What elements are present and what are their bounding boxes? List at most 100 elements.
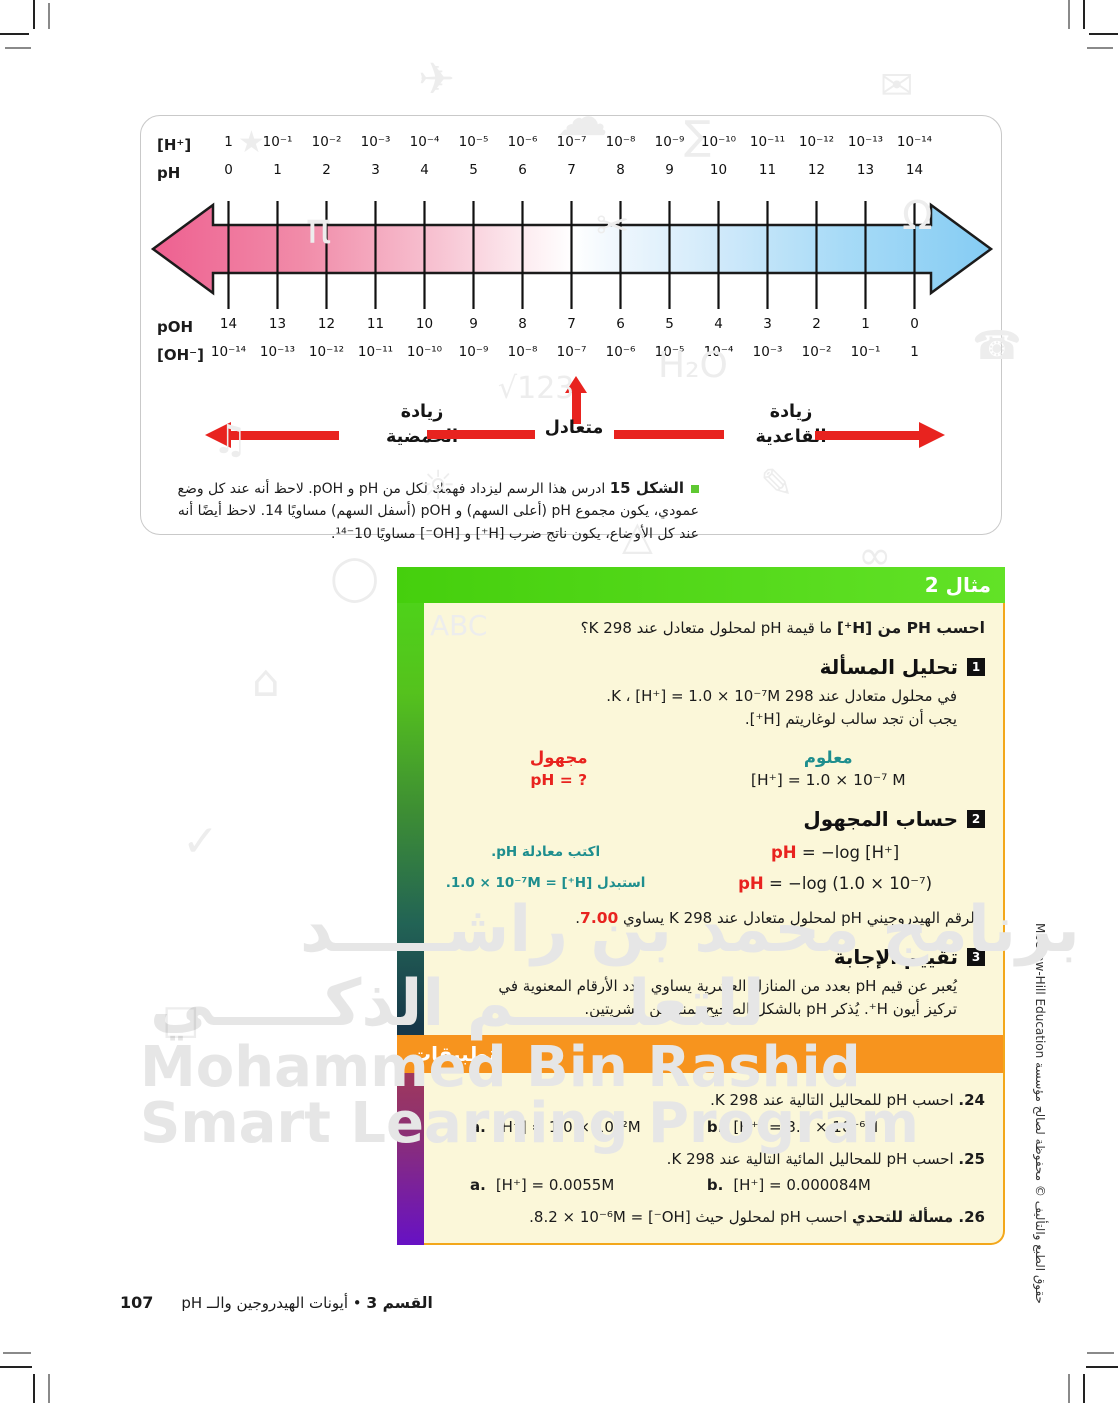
h-concentration-value-5: 10⁻⁵ <box>458 134 489 150</box>
increasing-basicity-label: زيادة القاعدية <box>755 402 827 448</box>
oh-concentration-value-12: 10⁻² <box>801 344 832 360</box>
problem-26-number: 26. <box>958 1208 985 1226</box>
neutral-label: متعادل <box>544 418 604 438</box>
copyright-vertical-text: حقوق الطبع والتأليف © محفوظة لصالح مؤسسة… <box>1033 923 1047 1304</box>
problem-25a: a. [H⁺] = 0.0055M <box>470 1176 615 1194</box>
problem-statement-bold: احسب PH من [H⁺] <box>836 619 985 637</box>
h-concentration-values: 1 10⁻¹ 10⁻² 10⁻³ 10⁻⁴ 10⁻⁵ 10⁻⁶ 10⁻⁷ 10⁻⁸ 10⁻⁹ 10⁻… <box>204 134 1001 150</box>
oh-concentration-value-6: 10⁻⁸ <box>507 344 538 360</box>
increasing-basicity-arrow <box>815 422 945 448</box>
left-arrowhead-icon <box>205 422 231 448</box>
applications-banner: تطبيقات <box>397 1035 1003 1073</box>
poh-value-4: 10 <box>415 316 434 332</box>
step-1-number-badge: 1 <box>967 658 985 676</box>
known-label: معلوم <box>803 747 853 767</box>
direction-arrows-row: زيادة الحمضية متعادل زيادة القاعدية <box>141 374 1001 466</box>
result-line: الرقم الهيدروجيني pH لمحلول متعادل عند 2… <box>575 908 979 927</box>
unknown-cell: مجهول pH = ? <box>424 748 694 789</box>
ph-value-1: 1 <box>273 162 282 178</box>
poh-row-label: pOH <box>157 318 194 336</box>
h-concentration-value-11: 10⁻¹¹ <box>749 134 786 150</box>
oh-concentration-value-2: 10⁻¹² <box>308 344 345 360</box>
doodle-icon-14: ◯ <box>330 552 380 603</box>
poh-value-7: 7 <box>567 316 576 332</box>
up-arrowhead-icon <box>565 376 587 393</box>
doodle-icon-20: □ <box>162 997 200 1043</box>
applications-problems: 24. احسب pH للمحاليل التالية عند 298 K. … <box>424 1073 1003 1243</box>
h-concentration-value-9: 10⁻⁹ <box>654 134 685 150</box>
increasing-acidity-arrow <box>205 422 339 448</box>
oh-concentration-value-8: 10⁻⁶ <box>605 344 636 360</box>
arrow-shaft <box>231 430 339 440</box>
ph-value-3: 3 <box>371 162 380 178</box>
doodle-icon-19: ✓ <box>182 816 219 867</box>
equation-row-1: اكتب معادلة pH. pH = −log [H⁺] <box>424 831 1003 862</box>
h-concentration-value-2: 10⁻² <box>311 134 342 150</box>
problem-24b: b. [H⁺] = 3.0 × 10⁻⁶M <box>706 1117 879 1136</box>
oh-concentration-value-7: 10⁻⁷ <box>556 344 587 360</box>
figure-caption-title: الشكل 15 <box>609 479 684 497</box>
poh-value-9: 5 <box>665 316 674 332</box>
example-2-box: مثال 2 احسب PH من [H⁺] ما قيمة pH لمحلول… <box>397 567 1005 1245</box>
poh-values: 14 13 12 11 10 9 8 7 6 5 4 3 2 1 0 <box>204 316 1001 332</box>
step-3-title: تقييم الإجابة <box>833 944 958 969</box>
ph-gradient-arrow <box>150 201 994 309</box>
unknown-label: مجهول <box>529 747 588 767</box>
problem-25-parts: a. [H⁺] = 0.0055M b. [H⁺] = 0.000084M <box>438 1170 985 1202</box>
oh-concentration-value-1: 10⁻¹³ <box>259 344 296 360</box>
step-1-text: في محلول متعادل عند 298 K ، [H⁺] = 1.0 ×… <box>606 687 957 729</box>
example-content: احسب PH من [H⁺] ما قيمة pH لمحلول متعادل… <box>397 603 1005 1245</box>
equation-row-2: استبدل [H⁺] = 1.0 × 10⁻⁷M. pH = −log (1.… <box>424 862 1003 893</box>
right-arrowhead-icon <box>919 422 945 448</box>
ph-value-6: 6 <box>518 162 527 178</box>
gradient-strip <box>397 603 424 1245</box>
arrow-shaft <box>614 430 724 439</box>
oh-concentration-row: [OH⁻] 10⁻¹⁴ 10⁻¹³ 10⁻¹² 10⁻¹¹ 10⁻¹⁰ 10⁻⁹ 10⁻⁸ 1… <box>141 344 1001 370</box>
oh-concentration-value-0: 10⁻¹⁴ <box>210 344 247 360</box>
oh-concentration-value-5: 10⁻⁹ <box>458 344 489 360</box>
arrow-shaft <box>427 430 535 439</box>
oh-concentration-value-3: 10⁻¹¹ <box>357 344 394 360</box>
known-value: [H⁺] = 1.0 × 10⁻⁷ M <box>750 770 906 789</box>
oh-concentration-value-4: 10⁻¹⁰ <box>406 344 443 360</box>
poh-value-1: 13 <box>268 316 287 332</box>
h-concentration-value-0: 1 <box>224 134 233 150</box>
h-concentration-value-10: 10⁻¹⁰ <box>700 134 737 150</box>
ph-scale-figure: [H⁺] 1 10⁻¹ 10⁻² 10⁻³ 10⁻⁴ 10⁻⁵ 10⁻⁶ 10⁻⁷ 10⁻⁸ 10… <box>140 115 1002 542</box>
ph-value-13: 13 <box>856 162 875 178</box>
h-concentration-value-7: 10⁻⁷ <box>556 134 587 150</box>
ph-value-14: 14 <box>905 162 924 178</box>
ph-row-label: pH <box>157 164 181 182</box>
problem-25-number: 25. <box>958 1149 985 1168</box>
h-concentration-value-1: 10⁻¹ <box>262 134 293 150</box>
ph-value-9: 9 <box>665 162 674 178</box>
step-2-number-badge: 2 <box>967 809 985 828</box>
increasing-acidity-label: زيادة الحمضية <box>386 402 458 448</box>
page-number: 107 <box>120 1293 154 1312</box>
footer-section-title: القسم 3 • أيونات الهيدروجين والــ pH <box>181 1294 433 1312</box>
h-concentration-row: [H⁺] 1 10⁻¹ 10⁻² 10⁻³ 10⁻⁴ 10⁻⁵ 10⁻⁶ 10⁻⁷ 10⁻⁸ 10… <box>141 134 1001 160</box>
step-3-heading: 3 تقييم الإجابة <box>424 927 1003 969</box>
oh-concentration-values: 10⁻¹⁴ 10⁻¹³ 10⁻¹² 10⁻¹¹ 10⁻¹⁰ 10⁻⁹ 10⁻⁸ 10⁻⁷ 10⁻… <box>204 344 1001 360</box>
problem-25: 25. احسب pH للمحاليل المائية التالية عند… <box>666 1149 985 1168</box>
ph-value-10: 10 <box>709 162 728 178</box>
h-concentration-value-4: 10⁻⁴ <box>409 134 440 150</box>
poh-value-5: 9 <box>469 316 478 332</box>
ph-value-4: 4 <box>420 162 429 178</box>
h-concentration-value-13: 10⁻¹³ <box>847 134 884 150</box>
equation-2-note: استبدل [H⁺] = 1.0 × 10⁻⁷M. <box>445 875 646 891</box>
poh-value-13: 1 <box>861 316 870 332</box>
example-body: احسب PH من [H⁺] ما قيمة pH لمحلول متعادل… <box>397 603 1005 1245</box>
caption-bullet-icon <box>691 485 699 493</box>
ph-value-8: 8 <box>616 162 625 178</box>
oh-concentration-value-10: 10⁻⁴ <box>703 344 734 360</box>
figure-caption-text: ادرس هذا الرسم ليزداد فهمك لكل من pH و p… <box>177 481 700 542</box>
h-concentration-value-14: 10⁻¹⁴ <box>896 134 933 150</box>
doodle-icon-0: ✈ <box>418 54 455 105</box>
oh-concentration-value-14: 1 <box>910 344 919 360</box>
problem-25b: b. [H⁺] = 0.000084M <box>706 1176 871 1194</box>
equation-1-note: اكتب معادلة pH. <box>491 844 601 860</box>
equation-1: pH = −log [H⁺] <box>771 842 900 862</box>
ph-value-11: 11 <box>758 162 777 178</box>
